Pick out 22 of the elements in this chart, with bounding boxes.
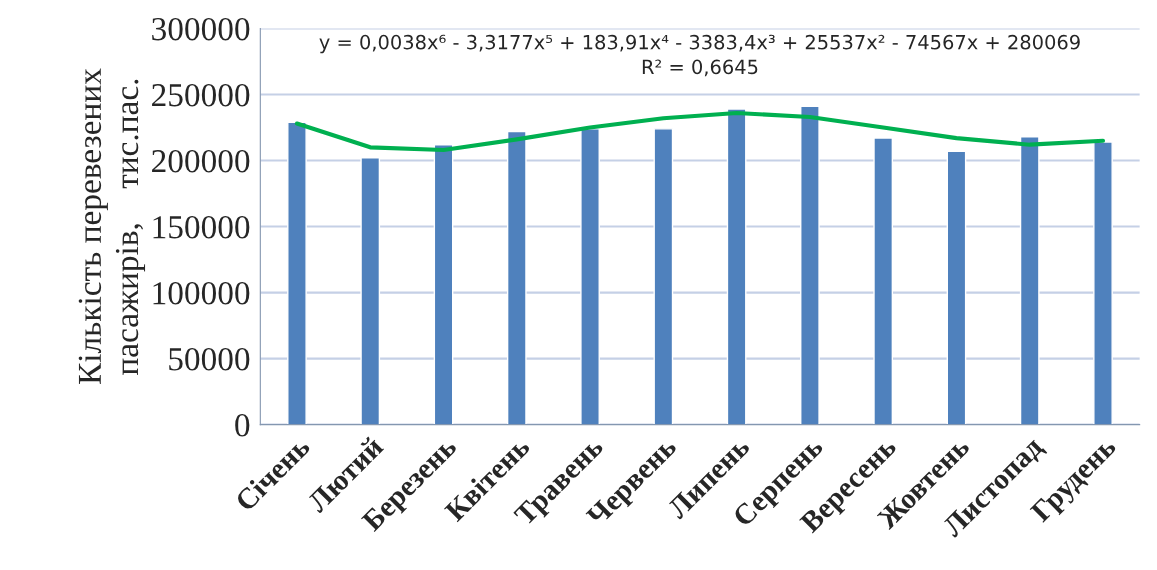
bar: [1019, 136, 1040, 425]
bar: [1093, 141, 1113, 425]
annotation: y = 0,0038x⁶ - 3,3177x⁵ + 183,91x⁴ - 3383,4x³ + 25537x² - 74567x + 280069 R² = 0,6645: [319, 34, 1080, 77]
bar: [653, 128, 674, 425]
y-tick-label: 50000: [169, 348, 250, 371]
y-tick-label: 200000: [152, 149, 250, 173]
bar: [580, 128, 600, 425]
bar: [873, 137, 894, 425]
y-axis-title: Кількість перевезених пасажирів, тис.пас.: [78, 68, 146, 385]
y-tick-label: 300000: [152, 17, 250, 41]
bar: [287, 121, 307, 425]
y-tick-label: 250000: [152, 83, 250, 107]
y-tick-label: 0: [235, 414, 250, 437]
y-tick-label: 150000: [153, 215, 250, 239]
y-tick-label: 100000: [153, 282, 250, 305]
bar: [726, 108, 747, 425]
bar: [360, 157, 381, 425]
bar: [433, 144, 454, 425]
line-series: [294, 110, 1106, 153]
bar: [800, 105, 820, 425]
bar: [506, 130, 527, 425]
bar: [946, 150, 967, 425]
